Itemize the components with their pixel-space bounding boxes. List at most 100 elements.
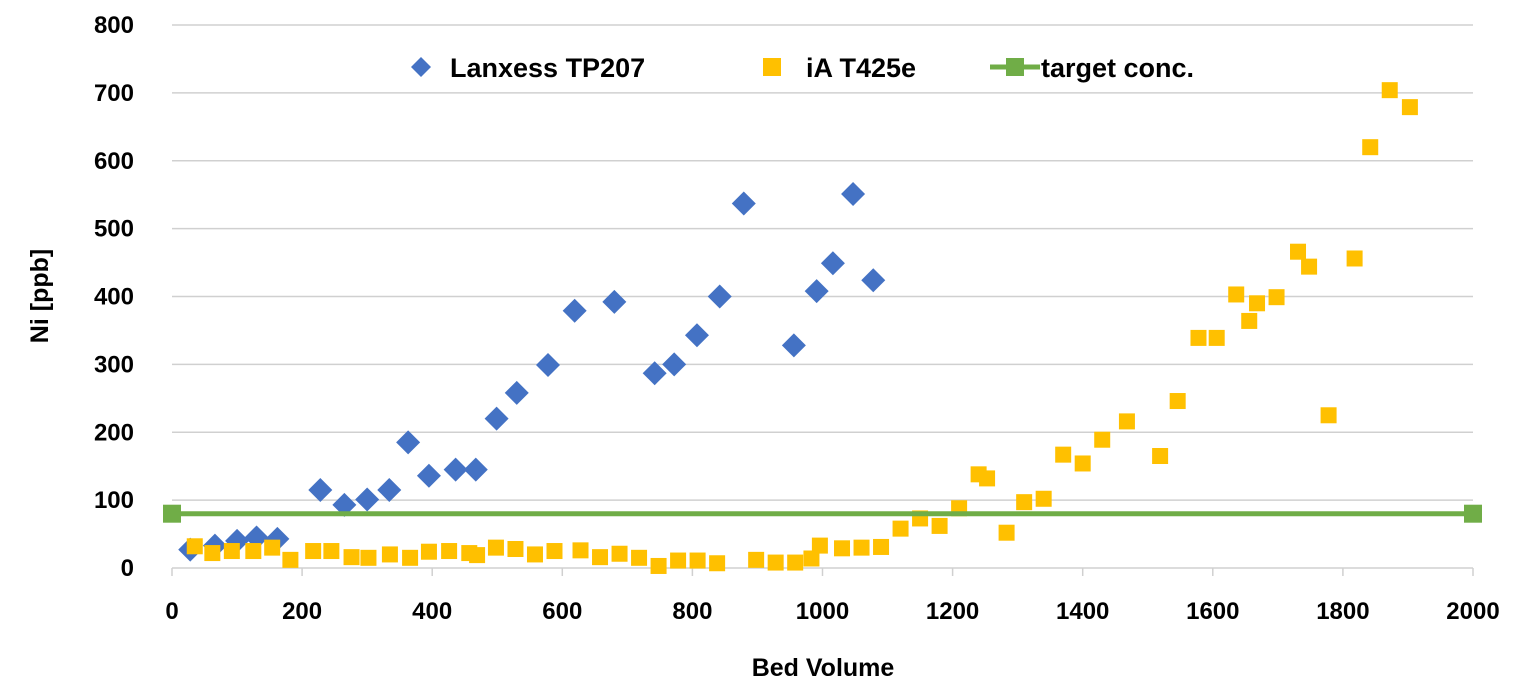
data-point [689, 552, 706, 569]
legend-marker-square [1006, 58, 1024, 76]
data-point [787, 554, 804, 571]
x-axis-title: Bed Volume [752, 654, 895, 682]
data-point [1118, 413, 1135, 430]
data-point [572, 542, 589, 559]
data-point [642, 361, 667, 386]
data-point [1290, 243, 1307, 260]
data-point [441, 543, 458, 560]
data-point [1152, 448, 1169, 465]
data-point [748, 551, 765, 568]
y-tick-label: 200 [94, 419, 134, 446]
data-point [1268, 289, 1285, 306]
data-point [767, 554, 784, 571]
y-axis-title: Ni [ppb] [26, 249, 54, 343]
data-point [1016, 494, 1033, 511]
data-point [592, 549, 609, 566]
data-point [1228, 286, 1245, 303]
legend-label: target conc. [1041, 53, 1194, 83]
x-tick-label: 2000 [1446, 598, 1499, 625]
legend-label: Lanxess TP207 [450, 53, 645, 83]
data-point [931, 517, 948, 534]
data-point [998, 524, 1015, 541]
series-ia-t425e [186, 82, 1418, 574]
data-point [546, 543, 563, 560]
data-point [650, 557, 667, 574]
data-point [204, 545, 221, 562]
y-tick-label: 100 [94, 487, 134, 514]
data-point [1074, 455, 1091, 472]
data-point [804, 279, 829, 304]
legend-marker-diamond [411, 57, 431, 77]
data-point [360, 549, 377, 566]
data-point [469, 547, 486, 564]
data-point [562, 298, 587, 323]
data-point [1055, 446, 1072, 463]
data-point [841, 182, 866, 207]
data-point [611, 545, 628, 562]
data-point [670, 552, 687, 569]
data-point [381, 546, 398, 563]
data-point [1362, 139, 1379, 156]
data-point [282, 551, 299, 568]
x-tick-label: 1000 [796, 598, 849, 625]
data-point [1208, 329, 1225, 346]
y-tick-label: 300 [94, 351, 134, 378]
data-point [1346, 250, 1363, 267]
y-tick-label: 700 [94, 80, 134, 107]
data-point [484, 406, 509, 431]
data-point [892, 520, 909, 537]
target-point [163, 504, 181, 523]
x-tick-label: 1400 [1056, 598, 1109, 625]
data-point [1035, 490, 1052, 507]
x-tick-label: 1800 [1316, 598, 1369, 625]
data-point [1301, 258, 1318, 275]
data-point [504, 380, 529, 405]
data-point [343, 549, 360, 566]
data-point [245, 543, 262, 560]
data-point [264, 539, 281, 556]
gridlines [172, 24, 1473, 501]
data-point [308, 477, 333, 502]
legend-label: iA T425e [806, 53, 916, 83]
data-point [507, 540, 524, 557]
data-point [416, 463, 441, 488]
x-tick-label: 0 [165, 598, 178, 625]
data-point [684, 323, 709, 348]
data-point [355, 487, 380, 512]
data-point [535, 353, 560, 378]
y-tick-label: 800 [94, 12, 134, 39]
data-point [223, 543, 240, 560]
data-point [707, 284, 732, 309]
data-point [332, 492, 357, 517]
y-tick-label: 500 [94, 216, 134, 243]
legend-marker-square [763, 58, 781, 76]
data-point [1190, 329, 1207, 346]
data-point [803, 550, 820, 567]
x-tick-label: 200 [282, 598, 322, 625]
data-point [709, 555, 726, 572]
y-axis: 0 100 200 300 400 500 600 700 800 [94, 12, 134, 582]
x-tick-label: 400 [412, 598, 452, 625]
data-marks [163, 82, 1482, 574]
data-point [631, 549, 648, 566]
series-target-conc [163, 504, 1482, 523]
data-point [186, 538, 203, 555]
x-tick-label: 1600 [1186, 598, 1239, 625]
data-point [1249, 295, 1266, 312]
x-tick-label: 800 [672, 598, 712, 625]
data-point [1320, 407, 1337, 424]
data-point [487, 539, 504, 556]
x-axis: 0 200 400 600 800 1000 1200 1400 1600 1800 2000 [165, 567, 1500, 625]
legend: Lanxess TP207 iA T425e target conc. [411, 53, 1194, 83]
x-tick-label: 1200 [926, 598, 979, 625]
data-point [420, 543, 437, 560]
data-point [526, 546, 543, 563]
data-point [662, 352, 687, 377]
target-point [1464, 504, 1482, 523]
data-point [377, 477, 402, 502]
series-lanxess-tp207 [178, 182, 886, 562]
data-point [781, 333, 806, 358]
y-tick-label: 600 [94, 148, 134, 175]
data-point [873, 538, 890, 555]
data-point [443, 457, 468, 482]
